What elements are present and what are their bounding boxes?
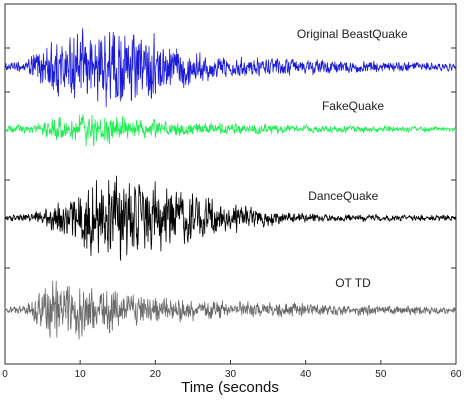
- x-tick-label-50: 50: [375, 369, 387, 380]
- trace-ot-td: [4, 280, 457, 340]
- trace-label-0: Original BeastQuake: [297, 27, 408, 41]
- trace-dancequake: [4, 175, 457, 261]
- trace-fakequake: [4, 113, 457, 147]
- x-tick-label-0: 0: [2, 369, 8, 380]
- trace-label-1: FakeQuake: [322, 99, 384, 113]
- trace-labels: Original BeastQuake FakeQuake DanceQuake OT…: [297, 27, 408, 290]
- left-axis-ticks: [5, 47, 456, 269]
- trace-label-2: DanceQuake: [308, 189, 378, 203]
- x-tick-label-10: 10: [75, 369, 87, 380]
- x-tick-label-20: 20: [150, 369, 162, 380]
- x-tick-label-40: 40: [300, 369, 312, 380]
- x-tick-label-30: 30: [225, 369, 237, 380]
- x-axis-title: Time (seconds: [181, 379, 279, 396]
- trace-label-3: OT TD: [335, 276, 371, 290]
- x-axis: 0 10 20 30 40 50 60: [2, 360, 462, 380]
- trace-original-beastquake: [4, 28, 457, 108]
- waveform-traces: [4, 28, 457, 340]
- x-tick-label-60: 60: [450, 369, 462, 380]
